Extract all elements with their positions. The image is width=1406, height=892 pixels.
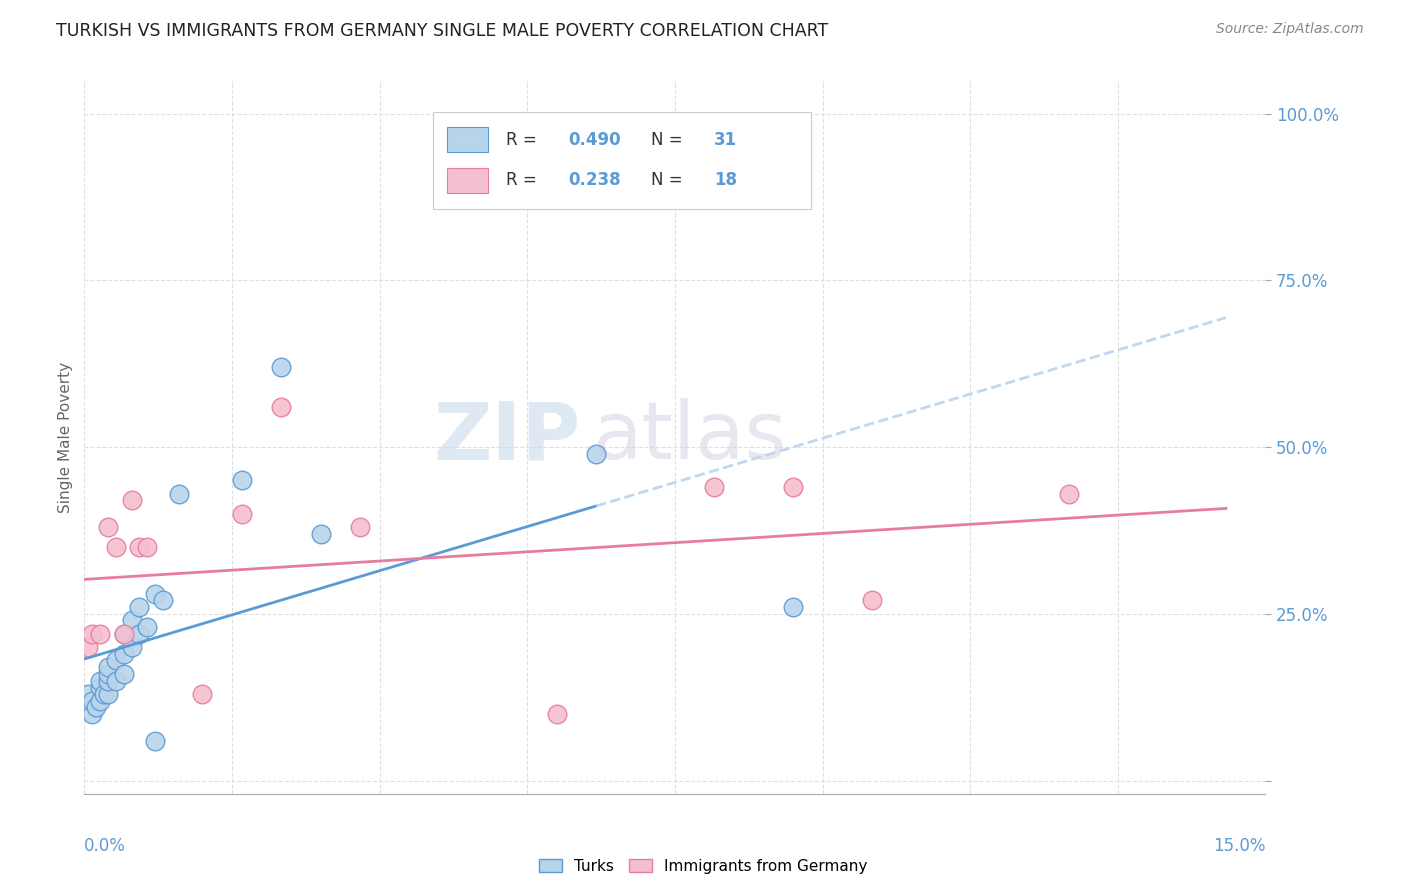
Legend: Turks, Immigrants from Germany: Turks, Immigrants from Germany bbox=[533, 853, 873, 880]
Point bbox=[136, 540, 159, 554]
Point bbox=[128, 600, 150, 615]
Point bbox=[270, 359, 292, 374]
Point bbox=[77, 687, 100, 701]
Point bbox=[782, 480, 804, 494]
Point bbox=[89, 627, 111, 641]
FancyBboxPatch shape bbox=[447, 127, 488, 152]
Point bbox=[270, 400, 292, 414]
Point bbox=[121, 640, 143, 655]
Point bbox=[82, 693, 104, 707]
Point bbox=[82, 627, 104, 641]
Point bbox=[121, 493, 143, 508]
Point bbox=[585, 447, 607, 461]
Point bbox=[104, 540, 127, 554]
Text: atlas: atlas bbox=[592, 398, 786, 476]
Point bbox=[546, 706, 568, 721]
Point bbox=[191, 687, 214, 701]
Point bbox=[97, 673, 120, 688]
Point bbox=[104, 653, 127, 667]
Point bbox=[136, 620, 159, 634]
Point bbox=[112, 627, 135, 641]
Point bbox=[121, 614, 143, 628]
Point bbox=[104, 673, 127, 688]
Point bbox=[167, 487, 190, 501]
Point bbox=[231, 507, 253, 521]
Text: 18: 18 bbox=[714, 171, 737, 189]
Point bbox=[84, 700, 107, 714]
Point bbox=[143, 733, 166, 747]
Point bbox=[231, 474, 253, 488]
Y-axis label: Single Male Poverty: Single Male Poverty bbox=[58, 361, 73, 513]
Point bbox=[97, 520, 120, 534]
Point bbox=[77, 640, 100, 655]
Text: R =: R = bbox=[506, 130, 541, 148]
Text: 0.0%: 0.0% bbox=[84, 837, 127, 855]
Point bbox=[860, 593, 883, 607]
Point bbox=[112, 666, 135, 681]
Point bbox=[128, 540, 150, 554]
Point bbox=[782, 600, 804, 615]
Point bbox=[89, 680, 111, 694]
Text: TURKISH VS IMMIGRANTS FROM GERMANY SINGLE MALE POVERTY CORRELATION CHART: TURKISH VS IMMIGRANTS FROM GERMANY SINGL… bbox=[56, 22, 828, 40]
Text: N =: N = bbox=[651, 130, 688, 148]
Point bbox=[93, 687, 115, 701]
Point bbox=[309, 526, 332, 541]
Text: 31: 31 bbox=[714, 130, 737, 148]
Text: 15.0%: 15.0% bbox=[1213, 837, 1265, 855]
Point bbox=[703, 480, 725, 494]
Point bbox=[112, 647, 135, 661]
Point bbox=[143, 587, 166, 601]
Text: ZIP: ZIP bbox=[433, 398, 581, 476]
Point bbox=[349, 520, 371, 534]
Point bbox=[128, 627, 150, 641]
Point bbox=[89, 693, 111, 707]
Point bbox=[97, 666, 120, 681]
Text: N =: N = bbox=[651, 171, 688, 189]
Text: 0.490: 0.490 bbox=[568, 130, 621, 148]
Point bbox=[1057, 487, 1080, 501]
Point bbox=[112, 627, 135, 641]
Point bbox=[97, 687, 120, 701]
Text: 0.238: 0.238 bbox=[568, 171, 621, 189]
FancyBboxPatch shape bbox=[447, 168, 488, 193]
Text: Source: ZipAtlas.com: Source: ZipAtlas.com bbox=[1216, 22, 1364, 37]
Point bbox=[89, 673, 111, 688]
Point bbox=[97, 660, 120, 674]
FancyBboxPatch shape bbox=[433, 112, 811, 209]
Point bbox=[152, 593, 174, 607]
Text: R =: R = bbox=[506, 171, 541, 189]
Point bbox=[82, 706, 104, 721]
